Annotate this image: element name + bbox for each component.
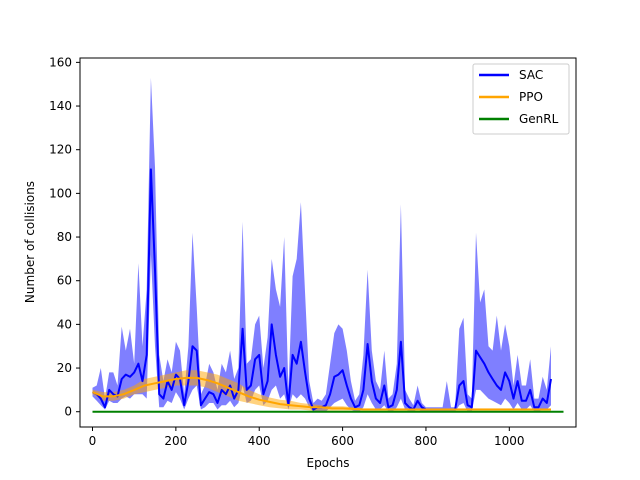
x-tick-label: 1000 xyxy=(494,434,525,448)
sac-band xyxy=(92,77,551,412)
plot-frame xyxy=(79,57,577,428)
y-tick-label: 60 xyxy=(57,274,72,288)
y-tick-label: 40 xyxy=(57,317,72,331)
x-tick-label: 600 xyxy=(331,434,354,448)
legend: SAC PPO GenRL xyxy=(472,63,570,135)
x-axis-ticks: 0 200 400 600 800 1000 xyxy=(89,427,525,448)
x-tick-label: 200 xyxy=(164,434,187,448)
legend-label-genrl: GenRL xyxy=(519,112,559,126)
y-tick-label: 0 xyxy=(64,405,72,419)
legend-box xyxy=(472,63,570,135)
y-axis-label: Number of collisions xyxy=(23,181,37,303)
y-tick-label: 100 xyxy=(49,186,72,200)
y-tick-label: 160 xyxy=(49,55,72,69)
legend-label-ppo: PPO xyxy=(519,90,543,104)
y-axis-ticks: 0 20 40 60 80 100 120 140 160 xyxy=(49,55,80,419)
x-tick-label: 800 xyxy=(414,434,437,448)
y-tick-label: 120 xyxy=(49,143,72,157)
legend-label-sac: SAC xyxy=(519,68,543,82)
x-tick-label: 0 xyxy=(89,434,97,448)
series-lines xyxy=(92,168,564,413)
y-tick-label: 140 xyxy=(49,99,72,113)
x-tick-label: 400 xyxy=(248,434,271,448)
x-axis-label: Epochs xyxy=(307,456,350,470)
ppo-line xyxy=(92,376,551,411)
y-tick-label: 80 xyxy=(57,230,72,244)
y-tick-label: 20 xyxy=(57,361,72,375)
